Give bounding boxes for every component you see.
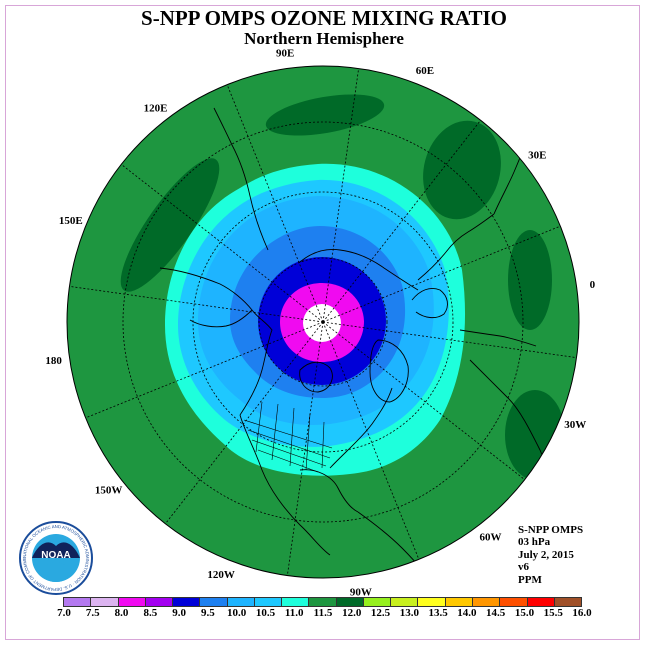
colorbar-tick-label: 15.0 xyxy=(514,607,535,619)
colorbar-tick-label: 8.5 xyxy=(143,607,158,619)
longitude-label: 120W xyxy=(207,569,235,581)
asia-north-coast xyxy=(299,249,419,291)
longitude-label: 30E xyxy=(528,150,546,162)
colorbar-swatch xyxy=(281,597,310,607)
info-line-version: v6 xyxy=(518,561,529,574)
map-subtitle: Northern Hemisphere xyxy=(244,29,404,48)
field-11-5-patch xyxy=(505,390,565,480)
colorbar-tick-label: 14.0 xyxy=(457,607,477,619)
colorbar-tick-label: 7.0 xyxy=(57,607,71,619)
info-line-date: July 2, 2015 xyxy=(518,548,574,561)
colorbar-swatch xyxy=(226,597,255,607)
longitude-label: 150W xyxy=(95,484,123,496)
product-info: S-NPP OMPS 03 hPa July 2, 2015 v6 PPM xyxy=(518,524,583,586)
colorbar-tick-label: 12.5 xyxy=(370,607,391,619)
meridian-line xyxy=(121,164,324,323)
north-america-east-coast xyxy=(329,387,393,469)
north-america-south-coast xyxy=(239,414,331,556)
north-america-west-coast xyxy=(159,267,273,416)
colorbar-swatch xyxy=(444,597,473,607)
meridian-line xyxy=(322,225,561,323)
colorbar-swatch xyxy=(172,597,201,607)
info-line-satellite: S-NPP OMPS xyxy=(518,524,584,536)
colorbar-swatch xyxy=(417,597,446,607)
asia-coast-east xyxy=(213,107,269,251)
info-line-units: PPM xyxy=(518,573,542,586)
colorbar-swatch xyxy=(144,597,174,607)
longitude-labels: 0 30E 60E 90E 120E 150E 180 150W 120W 90W 60W 30W xyxy=(45,48,595,599)
colorbar-swatch xyxy=(63,597,92,607)
hudson-bay xyxy=(299,361,333,393)
alaska xyxy=(189,309,253,328)
info-line-pressure: 03 hPa xyxy=(518,536,551,549)
meridian-line xyxy=(322,68,360,323)
meridian-line xyxy=(322,321,577,359)
meridian-line xyxy=(85,321,324,419)
colorbar-swatch xyxy=(199,597,228,607)
meridian-line xyxy=(69,285,324,323)
longitude-label: 0 xyxy=(590,279,596,291)
meridian-line xyxy=(322,321,525,480)
field-11-5-patch xyxy=(423,120,501,220)
colorbar-tick-label: 8.0 xyxy=(114,607,129,619)
europe-coast xyxy=(417,213,495,281)
colorbar-tick-label: 16.0 xyxy=(572,607,592,619)
colorbar-swatch xyxy=(362,597,392,607)
colorbar-tick-label: 11.5 xyxy=(313,607,333,619)
colorbar-swatch xyxy=(553,597,583,607)
longitude-label: 120E xyxy=(144,103,168,115)
longitude-label: 90E xyxy=(276,48,294,60)
map-outline xyxy=(66,65,580,579)
noaa-emblem: NOAA NATIONAL OCEANIC AND ATMOSPHERIC AD… xyxy=(16,516,93,595)
field-11-5-patch xyxy=(265,94,385,136)
colorbar-tick-label: 10.0 xyxy=(227,607,247,619)
colorbar-swatch xyxy=(308,597,337,607)
colorbar-tick-label: 10.5 xyxy=(255,607,276,619)
colorbar-swatch xyxy=(526,597,555,607)
meridian-line xyxy=(165,321,324,524)
noaa-logo: NOAA NATIONAL OCEANIC AND ATMOSPHERIC AD… xyxy=(16,516,94,601)
longitude-label: 150E xyxy=(59,215,83,227)
meridian-line xyxy=(226,84,324,323)
field-11-5-patch xyxy=(508,230,552,330)
colorbar-tick-label: 9.5 xyxy=(201,607,215,619)
colorbar-tick-label: 15.5 xyxy=(543,607,563,619)
colorbar-tick-label: 9.0 xyxy=(172,607,186,619)
colorbar-tick-label: 7.5 xyxy=(85,607,100,619)
field-11-5-patch xyxy=(120,158,220,292)
colorbar-swatch xyxy=(390,597,419,607)
colorbar-tick-label: 14.5 xyxy=(486,607,506,619)
us-state-grid xyxy=(243,401,333,473)
noaa-logo-text: NOAA xyxy=(41,550,70,561)
mediterranean xyxy=(459,329,537,347)
colorbar-swatch xyxy=(90,597,119,607)
graticule xyxy=(69,68,577,576)
map-title: S-NPP OMPS OZONE MIXING RATIO xyxy=(141,6,507,30)
meridian-line xyxy=(322,120,481,323)
longitude-label: 90W xyxy=(350,586,372,598)
longitude-label: 60E xyxy=(416,65,434,77)
colorbar-tick-labels: 7.0 7.5 8.0 8.5 9.0 9.5 10.0 10.5 11.0 11.5 12.0 12… xyxy=(57,607,592,621)
longitude-label: 180 xyxy=(45,355,62,367)
longitude-label: 60W xyxy=(479,531,501,543)
colorbar-tick-label: 12.0 xyxy=(342,607,362,619)
longitude-label: 30W xyxy=(564,419,586,431)
colorbar-swatch xyxy=(471,597,501,607)
meridian-line xyxy=(322,321,420,560)
colorbar-swatch xyxy=(335,597,364,607)
colorbar-swatch xyxy=(253,597,283,607)
colorbar xyxy=(63,597,583,607)
figure-border xyxy=(5,5,640,640)
colorbar-tick-label: 13.5 xyxy=(428,607,448,619)
scandinavia xyxy=(411,288,448,319)
colorbar-tick-label: 13.0 xyxy=(399,607,419,619)
colorbar-swatch xyxy=(117,597,146,607)
colorbar-tick-label: 11.0 xyxy=(284,607,304,619)
meridian-line xyxy=(286,321,324,576)
colorbar-swatch xyxy=(499,597,528,607)
